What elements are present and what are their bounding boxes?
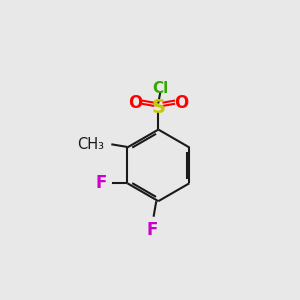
Text: S: S xyxy=(152,98,165,117)
Text: O: O xyxy=(174,94,189,112)
Text: Cl: Cl xyxy=(152,81,168,96)
Text: CH₃: CH₃ xyxy=(77,137,104,152)
Text: F: F xyxy=(147,221,158,239)
Text: F: F xyxy=(95,174,106,192)
Text: O: O xyxy=(128,94,142,112)
